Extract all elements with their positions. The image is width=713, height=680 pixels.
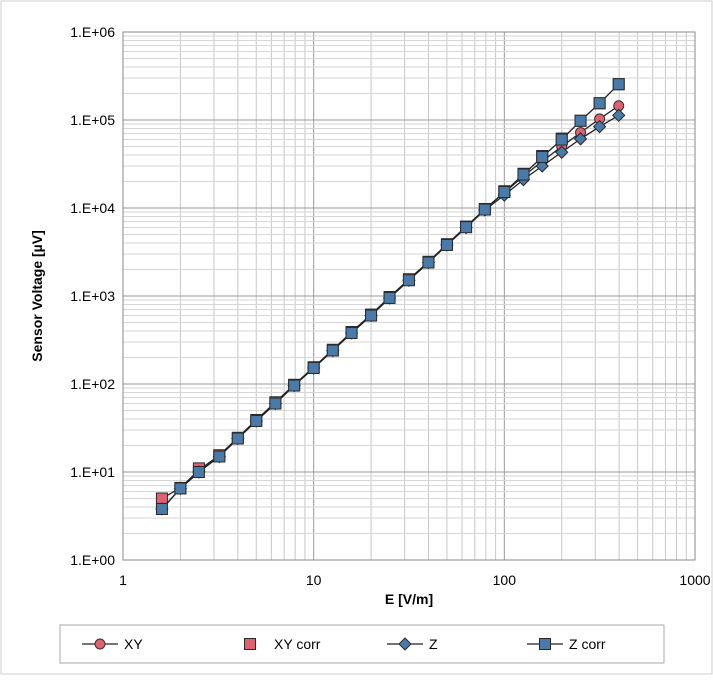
y-tick-label: 1.E+02 [70, 376, 115, 392]
x-tick-label: 10 [306, 572, 322, 588]
data-point [555, 133, 568, 146]
x-tick-label: 1000 [679, 572, 710, 588]
data-point [307, 361, 320, 374]
data-point [555, 145, 569, 159]
legend-marker [398, 637, 412, 651]
data-point [574, 114, 587, 127]
data-point [422, 256, 435, 269]
legend-label: XY [124, 636, 143, 652]
legend-label: Z corr [569, 636, 606, 652]
y-tick-label: 1.E+06 [70, 24, 115, 40]
legend-entry: Z corr [527, 636, 606, 652]
data-point [460, 221, 473, 234]
legend-marker [94, 638, 106, 650]
legend-entry: XY corr [244, 636, 321, 652]
x-tick-label: 100 [493, 572, 517, 588]
legend-marker [539, 638, 551, 650]
data-point [269, 397, 282, 410]
x-axis-title: E [V/m] [385, 591, 433, 607]
data-point [440, 238, 453, 251]
data-point [612, 108, 626, 123]
data-point [192, 466, 205, 478]
data-point [573, 132, 588, 146]
data-point [536, 150, 549, 163]
data-point [345, 326, 358, 339]
data-point [213, 450, 226, 463]
data-point [231, 432, 244, 445]
plot-area-border [122, 31, 696, 561]
data-point [535, 159, 549, 173]
data-point [517, 168, 530, 181]
data-point [250, 414, 263, 427]
data-point [155, 502, 168, 515]
legend: XY XY corr Z Z corr [82, 636, 606, 652]
data-point [478, 203, 491, 216]
data-point [498, 185, 511, 198]
data-point [365, 309, 378, 322]
data-point [174, 482, 187, 495]
legend-box [59, 624, 665, 664]
data-point [326, 344, 339, 357]
series-layer [155, 78, 626, 516]
legend-label: Z [429, 636, 438, 652]
data-point [593, 97, 606, 110]
y-tick-label: 1.E+01 [70, 464, 115, 480]
legend-marker [244, 638, 256, 650]
legend-entry: XY [82, 636, 143, 652]
legend-label: XY corr [274, 636, 321, 652]
y-tick-label: 1.E+04 [70, 200, 115, 216]
y-tick-label: 1.E+05 [70, 112, 115, 128]
y-tick-label: 1.E+00 [70, 552, 115, 568]
legend-entry: Z [387, 636, 438, 652]
data-point [592, 119, 607, 134]
x-axis-ticks: 1 10 100 1000 [119, 572, 711, 588]
data-point [288, 379, 301, 392]
data-point [612, 78, 625, 91]
data-point [383, 291, 396, 304]
series-z-corr [155, 78, 625, 515]
y-tick-label: 1.E+03 [70, 288, 115, 304]
y-axis-ticks: 1.E+00 1.E+01 1.E+02 1.E+03 1.E+04 1.E+05 1.E+… [70, 24, 115, 568]
y-axis-title: Sensor Voltage [µV] [29, 230, 45, 362]
x-tick-label: 1 [119, 572, 127, 588]
data-point [402, 274, 415, 287]
